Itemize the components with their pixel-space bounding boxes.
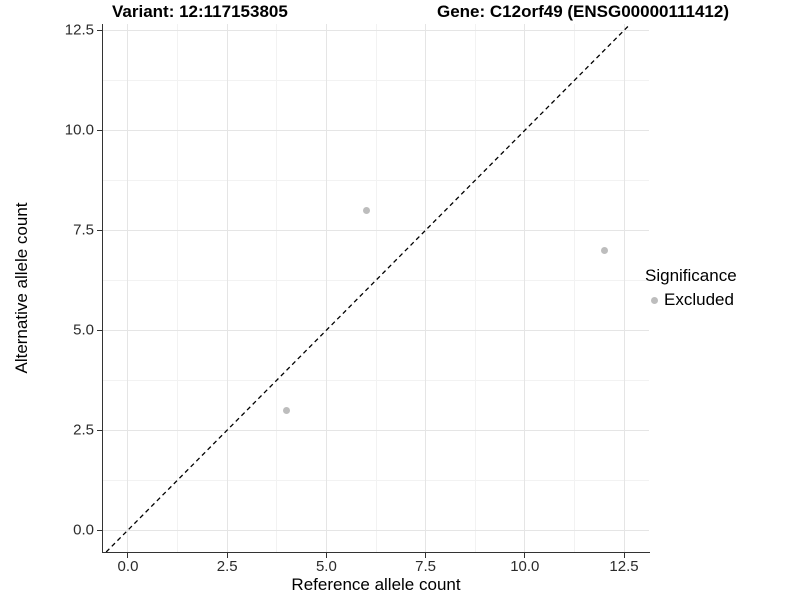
y-tick-label: 5.0 bbox=[73, 321, 94, 339]
y-axis-line bbox=[101, 24, 103, 553]
y-axis-tick bbox=[97, 429, 102, 431]
y-axis-tick bbox=[97, 129, 102, 131]
y-major-gridline bbox=[103, 229, 649, 231]
x-major-gridline bbox=[524, 24, 526, 552]
data-point bbox=[283, 406, 291, 414]
x-major-gridline bbox=[623, 24, 625, 552]
x-tick-label: 7.5 bbox=[415, 558, 437, 575]
y-major-gridline bbox=[103, 29, 649, 31]
x-tick-label: 5.0 bbox=[315, 558, 337, 575]
x-axis-tick bbox=[425, 553, 427, 558]
x-tick-label: 0.0 bbox=[117, 558, 139, 575]
plot-panel bbox=[103, 24, 649, 552]
y-minor-gridline bbox=[103, 179, 649, 181]
x-tick-label: 12.5 bbox=[609, 558, 639, 575]
y-tick-label: 10.0 bbox=[64, 121, 94, 139]
x-minor-gridline bbox=[573, 24, 575, 552]
y-axis-tick bbox=[97, 329, 102, 331]
x-major-gridline bbox=[226, 24, 228, 552]
legend-title: Significance bbox=[645, 266, 737, 285]
x-axis-line bbox=[101, 551, 650, 553]
y-minor-gridline bbox=[103, 279, 649, 281]
x-minor-gridline bbox=[177, 24, 179, 552]
y-tick-label: 7.5 bbox=[73, 221, 94, 239]
excluded-dot-icon bbox=[650, 296, 658, 304]
identity-line bbox=[105, 24, 631, 552]
y-axis-tick bbox=[97, 29, 102, 31]
y-minor-gridline bbox=[103, 79, 649, 81]
x-major-gridline bbox=[425, 24, 427, 552]
data-point bbox=[362, 206, 370, 214]
x-major-gridline bbox=[127, 24, 129, 552]
x-axis-tick bbox=[226, 553, 228, 558]
x-major-gridline bbox=[325, 24, 327, 552]
y-tick-label: 2.5 bbox=[73, 421, 94, 439]
y-major-gridline bbox=[103, 129, 649, 131]
y-major-gridline bbox=[103, 529, 649, 531]
y-axis-tick bbox=[97, 529, 102, 531]
y-tick-label: 0.0 bbox=[73, 521, 94, 539]
x-axis-tick bbox=[623, 553, 625, 558]
plot-title-gene: Gene: C12orf49 (ENSG00000111412) bbox=[437, 2, 730, 21]
y-minor-gridline bbox=[103, 379, 649, 381]
data-point bbox=[600, 246, 608, 254]
y-major-gridline bbox=[103, 329, 649, 331]
plot-title-variant: Variant: 12:117153805 bbox=[112, 2, 288, 21]
x-tick-label: 10.0 bbox=[510, 558, 540, 575]
x-axis-title: Reference allele count bbox=[291, 575, 461, 594]
x-axis-tick bbox=[127, 553, 129, 558]
legend-item-excluded: Excluded bbox=[645, 289, 737, 311]
x-minor-gridline bbox=[276, 24, 278, 552]
y-major-gridline bbox=[103, 429, 649, 431]
x-tick-label: 2.5 bbox=[216, 558, 238, 575]
y-minor-gridline bbox=[103, 479, 649, 481]
x-axis-tick bbox=[325, 553, 327, 558]
x-minor-gridline bbox=[474, 24, 476, 552]
y-axis-tick bbox=[97, 229, 102, 231]
y-tick-label: 12.5 bbox=[64, 21, 94, 39]
x-minor-gridline bbox=[375, 24, 377, 552]
x-axis-tick bbox=[524, 553, 526, 558]
legend-item-label: Excluded bbox=[664, 290, 734, 309]
legend-key bbox=[645, 296, 663, 304]
legend: Significance Excluded bbox=[645, 266, 737, 311]
